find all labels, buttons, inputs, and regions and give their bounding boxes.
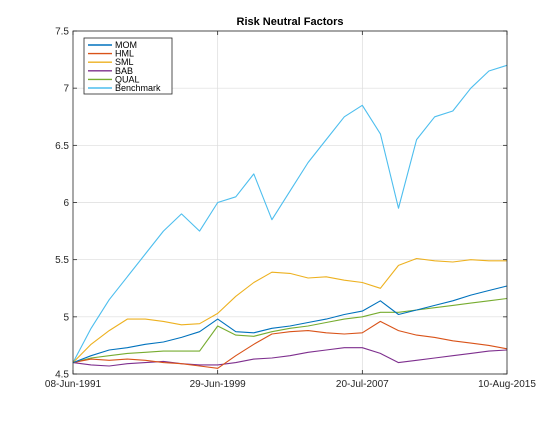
y-tick-label: 5	[63, 312, 69, 323]
y-tick-label: 7.5	[55, 27, 69, 38]
series-line-sml	[72, 257, 507, 363]
series-line-benchmark	[72, 64, 508, 363]
y-tick-label: 7	[63, 84, 69, 95]
series-line-mom	[72, 285, 508, 364]
legend-label-qual: QUAL	[115, 74, 140, 84]
x-tick-label: 20-Jul-2007	[336, 379, 389, 390]
y-tick-label: 6.5	[55, 141, 69, 152]
legend-box	[83, 37, 173, 95]
legend-label-hml: HML	[115, 49, 134, 59]
y-tick-label: 4.5	[55, 370, 69, 381]
series-line-hml	[72, 320, 508, 369]
y-tick-label: 5.5	[55, 255, 69, 266]
chart-title: Risk Neutral Factors	[237, 16, 344, 28]
legend-label-sml: SML	[115, 57, 134, 67]
legend-label-benchmark: Benchmark	[115, 83, 161, 93]
legend-label-bab: BAB	[115, 66, 133, 76]
series-line-bab	[72, 347, 508, 367]
x-tick-label: 29-Jun-1999	[190, 379, 247, 390]
series-line-qual	[72, 297, 508, 364]
ticks: 4.5 5 5.5 6 6.5 7 7.5 08-Jun-1991 29-Jun-1999 20-…	[45, 27, 536, 391]
x-tick-label: 08-Jun-1991	[45, 379, 102, 390]
legend-label-mom: MOM	[115, 40, 137, 50]
series-layer	[72, 64, 508, 369]
y-tick-label: 6	[63, 198, 69, 209]
x-tick-label: 10-Aug-2015	[478, 379, 536, 390]
